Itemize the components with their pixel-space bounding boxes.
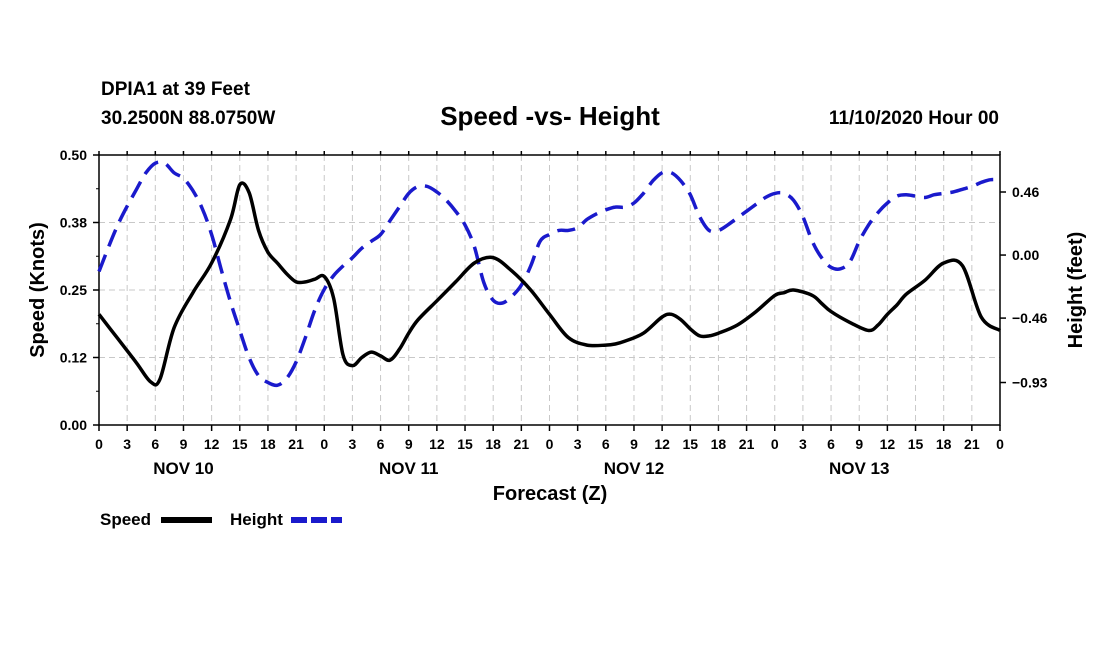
- y-right-tick-labels: −0.93 −0.46 0.00 0.46: [1012, 184, 1048, 391]
- x-tick-label: 12: [654, 436, 670, 452]
- legend-speed-label: Speed: [100, 510, 151, 529]
- x-tick-label: 12: [880, 436, 896, 452]
- x-tick-label: 3: [123, 436, 131, 452]
- x-tick-label: 0: [546, 436, 554, 452]
- timestamp-label: 11/10/2020 Hour 00: [829, 108, 999, 129]
- y-left-tick-label: 0.50: [60, 147, 87, 163]
- x-tick-label: 15: [682, 436, 698, 452]
- chart-title: Speed -vs- Height: [440, 101, 660, 131]
- day-label: NOV 13: [829, 459, 889, 478]
- station-label: DPIA1 at 39 Feet: [101, 79, 251, 100]
- y-left-axis-label: Speed (Knots): [27, 222, 49, 358]
- location-label: 30.2500N 88.0750W: [101, 108, 275, 129]
- x-tick-label: 18: [260, 436, 276, 452]
- y-right-tick-label: 0.46: [1012, 184, 1039, 200]
- legend: Speed Height: [100, 510, 342, 529]
- y-left-tick-label: 0.38: [60, 215, 87, 231]
- x-tick-label: 6: [377, 436, 385, 452]
- x-tick-label: 15: [457, 436, 473, 452]
- x-tick-label: 0: [996, 436, 1004, 452]
- day-labels: NOV 10 NOV 11 NOV 12 NOV 13: [153, 459, 889, 478]
- day-label: NOV 12: [604, 459, 664, 478]
- x-tick-label: 0: [771, 436, 779, 452]
- y-right-tick-label: −0.93: [1012, 375, 1048, 391]
- y-right-tick-label: −0.46: [1012, 310, 1048, 326]
- x-tick-label: 0: [95, 436, 103, 452]
- day-label: NOV 10: [153, 459, 213, 478]
- x-tick-label: 9: [630, 436, 638, 452]
- x-tick-label: 9: [855, 436, 863, 452]
- day-label: NOV 11: [379, 459, 439, 478]
- x-tick-label: 6: [827, 436, 835, 452]
- y-left-tick-labels: 0.00 0.12 0.25 0.38 0.50: [60, 147, 87, 433]
- x-tick-label: 18: [936, 436, 952, 452]
- height-series-line: [97, 160, 1001, 388]
- x-tick-label: 9: [180, 436, 188, 452]
- x-tick-label: 3: [349, 436, 357, 452]
- y-left-tick-label: 0.00: [60, 417, 87, 433]
- x-tick-label: 21: [514, 436, 530, 452]
- x-tick-label: 3: [574, 436, 582, 452]
- x-tick-label: 12: [429, 436, 445, 452]
- x-tick-label: 9: [405, 436, 413, 452]
- grid-lines: [99, 155, 1000, 425]
- x-tick-label: 21: [288, 436, 304, 452]
- axis-ticks: [93, 151, 1006, 431]
- legend-height-label: Height: [230, 510, 283, 529]
- x-tick-label: 15: [232, 436, 248, 452]
- x-tick-label: 18: [485, 436, 501, 452]
- y-right-tick-label: 0.00: [1012, 247, 1039, 263]
- x-tick-label: 21: [739, 436, 755, 452]
- y-right-axis-label: Height (feet): [1065, 232, 1087, 349]
- x-tick-label: 21: [964, 436, 980, 452]
- x-axis-label: Forecast (Z): [493, 483, 607, 505]
- speed-series-line: [97, 181, 1002, 387]
- x-tick-label: 3: [799, 436, 807, 452]
- x-tick-label: 18: [711, 436, 727, 452]
- x-tick-labels: 0 3 6 9 12 15 18 21 0 3 6 9 12 15 18 21 0 3 6 9 12 15 18 21 0 3 6 9…: [95, 436, 1004, 452]
- y-left-tick-label: 0.25: [60, 282, 87, 298]
- x-tick-label: 6: [151, 436, 159, 452]
- y-left-tick-label: 0.12: [60, 350, 87, 366]
- x-tick-label: 12: [204, 436, 220, 452]
- x-tick-label: 15: [908, 436, 924, 452]
- x-tick-label: 6: [602, 436, 610, 452]
- x-tick-label: 0: [320, 436, 328, 452]
